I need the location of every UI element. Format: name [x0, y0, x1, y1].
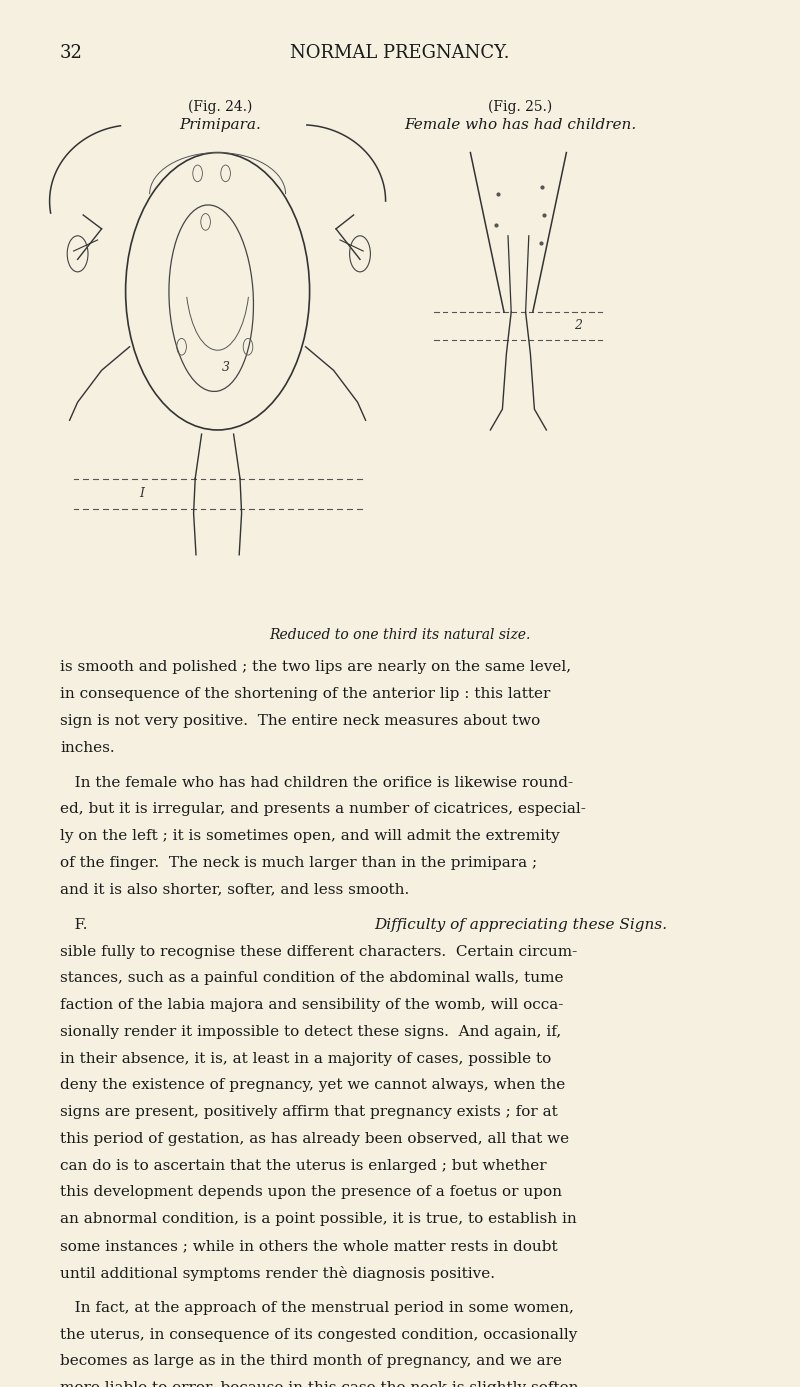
Text: until additional symptoms render thè diagnosis positive.: until additional symptoms render thè dia…	[60, 1266, 495, 1280]
Text: this development depends upon the presence of a foetus or upon: this development depends upon the presen…	[60, 1186, 562, 1200]
Text: sign is not very positive.  The entire neck measures about two: sign is not very positive. The entire ne…	[60, 714, 540, 728]
Text: stances, such as a painful condition of the abdominal walls, tume: stances, such as a painful condition of …	[60, 971, 563, 985]
Text: I: I	[139, 487, 144, 501]
Text: 32: 32	[60, 44, 83, 62]
Text: sible fully to recognise these different characters.  Certain circum-: sible fully to recognise these different…	[60, 945, 578, 958]
Text: some instances ; while in others the whole matter rests in doubt: some instances ; while in others the who…	[60, 1239, 558, 1252]
Text: in their absence, it is, at least in a majority of cases, possible to: in their absence, it is, at least in a m…	[60, 1051, 551, 1065]
Text: In fact, at the approach of the menstrual period in some women,: In fact, at the approach of the menstrua…	[60, 1301, 574, 1315]
Text: deny the existence of pregnancy, yet we cannot always, when the: deny the existence of pregnancy, yet we …	[60, 1078, 566, 1093]
Text: and it is also shorter, softer, and less smooth.: and it is also shorter, softer, and less…	[60, 882, 410, 896]
Text: signs are present, positively affirm that pregnancy exists ; for at: signs are present, positively affirm tha…	[60, 1105, 558, 1119]
Text: (Fig. 25.): (Fig. 25.)	[488, 100, 552, 114]
Text: F.: F.	[60, 918, 92, 932]
Text: sionally render it impossible to detect these signs.  And again, if,: sionally render it impossible to detect …	[60, 1025, 562, 1039]
Text: Female who has had children.: Female who has had children.	[404, 118, 636, 132]
Text: (Fig. 24.): (Fig. 24.)	[188, 100, 252, 114]
Text: is smooth and polished ; the two lips are nearly on the same level,: is smooth and polished ; the two lips ar…	[60, 660, 571, 674]
Text: 3: 3	[222, 361, 230, 374]
Text: can do is to ascertain that the uterus is enlarged ; but whether: can do is to ascertain that the uterus i…	[60, 1158, 546, 1172]
Text: inches.: inches.	[60, 741, 114, 755]
Text: 2: 2	[574, 319, 582, 333]
Text: Difficulty of appreciating these Signs.: Difficulty of appreciating these Signs.	[374, 918, 667, 932]
Text: of the finger.  The neck is much larger than in the primipara ;: of the finger. The neck is much larger t…	[60, 856, 537, 870]
Text: in consequence of the shortening of the anterior lip : this latter: in consequence of the shortening of the …	[60, 687, 550, 700]
Text: faction of the labia majora and sensibility of the womb, will occa-: faction of the labia majora and sensibil…	[60, 999, 563, 1013]
Text: Reduced to one third its natural size.: Reduced to one third its natural size.	[270, 628, 530, 642]
Text: ly on the left ; it is sometimes open, and will admit the extremity: ly on the left ; it is sometimes open, a…	[60, 829, 560, 843]
Text: Primipara.: Primipara.	[179, 118, 261, 132]
Text: the uterus, in consequence of its congested condition, occasionally: the uterus, in consequence of its conges…	[60, 1327, 578, 1341]
Text: becomes as large as in the third month of pregnancy, and we are: becomes as large as in the third month o…	[60, 1354, 562, 1369]
Text: ed, but it is irregular, and presents a number of cicatrices, especial-: ed, but it is irregular, and presents a …	[60, 802, 586, 817]
Text: NORMAL PREGNANCY.: NORMAL PREGNANCY.	[290, 44, 510, 62]
Text: more liable to error, because in this case the neck is slightly soften-: more liable to error, because in this ca…	[60, 1381, 584, 1387]
Text: an abnormal condition, is a point possible, it is true, to establish in: an abnormal condition, is a point possib…	[60, 1212, 577, 1226]
Text: In the female who has had children the orifice is likewise round-: In the female who has had children the o…	[60, 775, 573, 789]
Text: this period of gestation, as has already been observed, all that we: this period of gestation, as has already…	[60, 1132, 569, 1146]
